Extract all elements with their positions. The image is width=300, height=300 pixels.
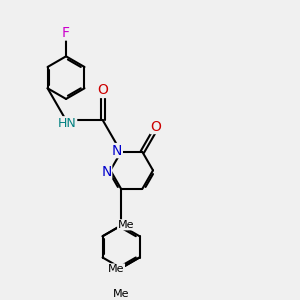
Text: O: O [97, 83, 108, 98]
Text: O: O [150, 119, 161, 134]
Text: N: N [112, 144, 122, 158]
Text: N: N [101, 165, 112, 179]
Text: F: F [62, 26, 70, 40]
Text: Me: Me [108, 264, 124, 274]
Text: HN: HN [58, 117, 76, 130]
Text: Me: Me [113, 289, 129, 299]
Text: Me: Me [118, 220, 134, 230]
